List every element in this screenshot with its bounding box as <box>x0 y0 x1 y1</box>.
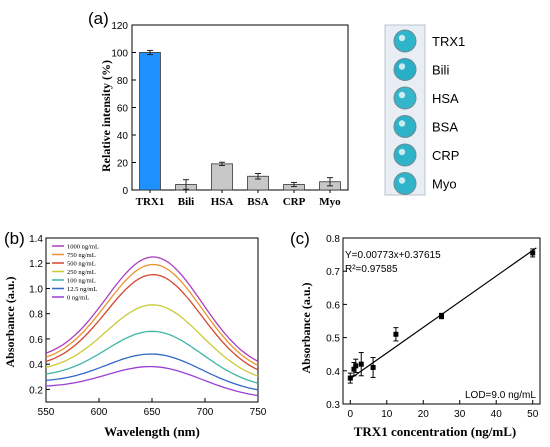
panel-c-ytick-label: 0.7 <box>326 267 340 278</box>
legend-label: 500 ng/mL <box>67 261 96 268</box>
panel-a-ytick-label: 0 <box>122 186 128 197</box>
legend-label: 250 ng/mL <box>67 269 96 276</box>
well <box>393 115 417 138</box>
well-plate-photo: TRX1 Bili HSA BSA CRP Myo <box>384 24 465 196</box>
panel-c-ytick-label: 0.6 <box>326 300 340 311</box>
well-strip <box>384 24 426 196</box>
well-label: Bili <box>432 63 449 78</box>
spectrum-line <box>45 263 259 367</box>
spectrum-line <box>45 330 259 384</box>
well-label: Myo <box>432 177 457 192</box>
legend-label: 12.5 ng/mL <box>67 286 97 293</box>
panel-a-ytick-label: 80 <box>117 76 129 87</box>
panel-c-xtick-label: 20 <box>418 409 430 420</box>
legend-label: 0 ng/mL <box>67 295 89 302</box>
panel-label-a: (a) <box>88 9 109 28</box>
panel-c-ytick-label: 0.4 <box>326 367 340 378</box>
well-highlight <box>398 34 406 42</box>
well <box>393 143 417 167</box>
well-label: BSA <box>432 120 458 135</box>
panel-a-ytick-label: 60 <box>117 104 129 115</box>
panel-b-xtick-label: 750 <box>250 407 267 418</box>
panel-b-ylabel: Absorbance (a.u.) <box>3 276 17 367</box>
spectrum-line <box>45 353 259 391</box>
data-point <box>439 313 444 319</box>
well-highlight <box>398 63 406 70</box>
fit-equation: Y=0.00773x+0.37615 <box>345 250 441 261</box>
panel-b-ytick-label: 1.0 <box>29 284 43 295</box>
data-point <box>347 375 353 381</box>
legend-label: 100 ng/mL <box>67 278 96 285</box>
panel-a-ytick-label: 20 <box>117 159 129 170</box>
panel-b-xlabel: Wavelength (nm) <box>104 424 200 439</box>
panel-b-ytick-label: 0.2 <box>29 385 43 396</box>
panel-a-frame <box>131 24 349 191</box>
panel-a-ytick-label: 100 <box>111 49 128 60</box>
category-label: TRX1 <box>136 196 165 208</box>
panel-c-frame <box>342 237 541 405</box>
panel-b-xtick-label: 700 <box>197 407 214 418</box>
lod-label: LOD=9.0 ng/mL <box>465 390 536 401</box>
panel-b-ytick-label: 1.2 <box>29 259 43 270</box>
panel-c-xtick-label: 50 <box>527 409 539 420</box>
panel-label-b: (b) <box>4 229 25 248</box>
legend-label: 750 ng/mL <box>67 252 96 259</box>
panel-a-ytick-label: 120 <box>111 21 128 32</box>
data-point <box>393 331 399 337</box>
category-label: Bili <box>178 196 195 208</box>
well-label: CRP <box>432 148 459 163</box>
bar <box>139 52 161 191</box>
panel-label-c: (c) <box>290 229 310 248</box>
well-highlight <box>398 177 406 184</box>
spectrum-line <box>45 365 259 397</box>
panel-c-ylabel: Absorbance (a.u.) <box>299 282 313 373</box>
well <box>393 58 417 81</box>
panel-c-ytick-label: 0.8 <box>326 234 340 245</box>
panel-c-xtick-label: 30 <box>454 409 466 420</box>
panel-c-xtick-label: 0 <box>348 409 354 420</box>
panel-a-ytick-label: 40 <box>117 131 129 142</box>
panel-c-xtick-label: 40 <box>491 409 503 420</box>
category-label: HSA <box>211 196 234 208</box>
panel-c-ytick-label: 0.3 <box>326 400 340 411</box>
panel-c-xtick-label: 10 <box>381 409 393 420</box>
panel-b-ytick-label: 1.4 <box>29 234 43 245</box>
panel-c-ytick-label: 0.5 <box>326 334 340 345</box>
legend-label: 1000 ng/mL <box>67 244 99 251</box>
panel-b-line-chart: Absorbance (a.u.) Wavelength (nm) 550 600… <box>3 234 267 439</box>
category-label: BSA <box>247 196 268 208</box>
data-point <box>351 366 357 372</box>
well <box>393 172 417 195</box>
panel-b-ytick-label: 0.4 <box>29 360 43 371</box>
panel-c-xlabel: TRX1 concentration (ng/mL) <box>354 424 517 439</box>
well-label: TRX1 <box>432 34 465 49</box>
panel-b-ytick-label: 0.6 <box>29 335 43 346</box>
spectrum-line <box>45 256 259 362</box>
data-point <box>353 363 359 369</box>
data-point <box>358 361 364 367</box>
category-label: Myo <box>319 196 341 208</box>
spectrum-line <box>45 304 259 377</box>
data-point <box>370 364 376 370</box>
panel-b-ytick-label: 0.8 <box>29 310 43 321</box>
well <box>393 29 417 53</box>
bar <box>211 163 233 191</box>
well <box>393 86 417 110</box>
well-highlight <box>398 148 406 156</box>
well-highlight <box>398 91 406 99</box>
panel-c-scatter-chart: Absorbance (a.u.) TRX1 concentration (ng… <box>299 234 541 439</box>
well-label: HSA <box>432 91 459 106</box>
spectrum-line <box>45 273 259 371</box>
panel-b-xtick-label: 600 <box>91 407 108 418</box>
panel-b-xtick-label: 550 <box>38 407 55 418</box>
panel-a-bar-chart: Relative intensity (%) 0 20 40 60 80 100 120 TR… <box>99 21 349 208</box>
panel-b-xtick-label: 650 <box>144 407 161 418</box>
data-point <box>530 250 536 256</box>
well-highlight <box>398 120 406 127</box>
fit-r2: R²=0.97585 <box>345 264 398 275</box>
panel-a-ylabel: Relative intensity (%) <box>99 60 113 172</box>
category-label: CRP <box>283 196 306 208</box>
